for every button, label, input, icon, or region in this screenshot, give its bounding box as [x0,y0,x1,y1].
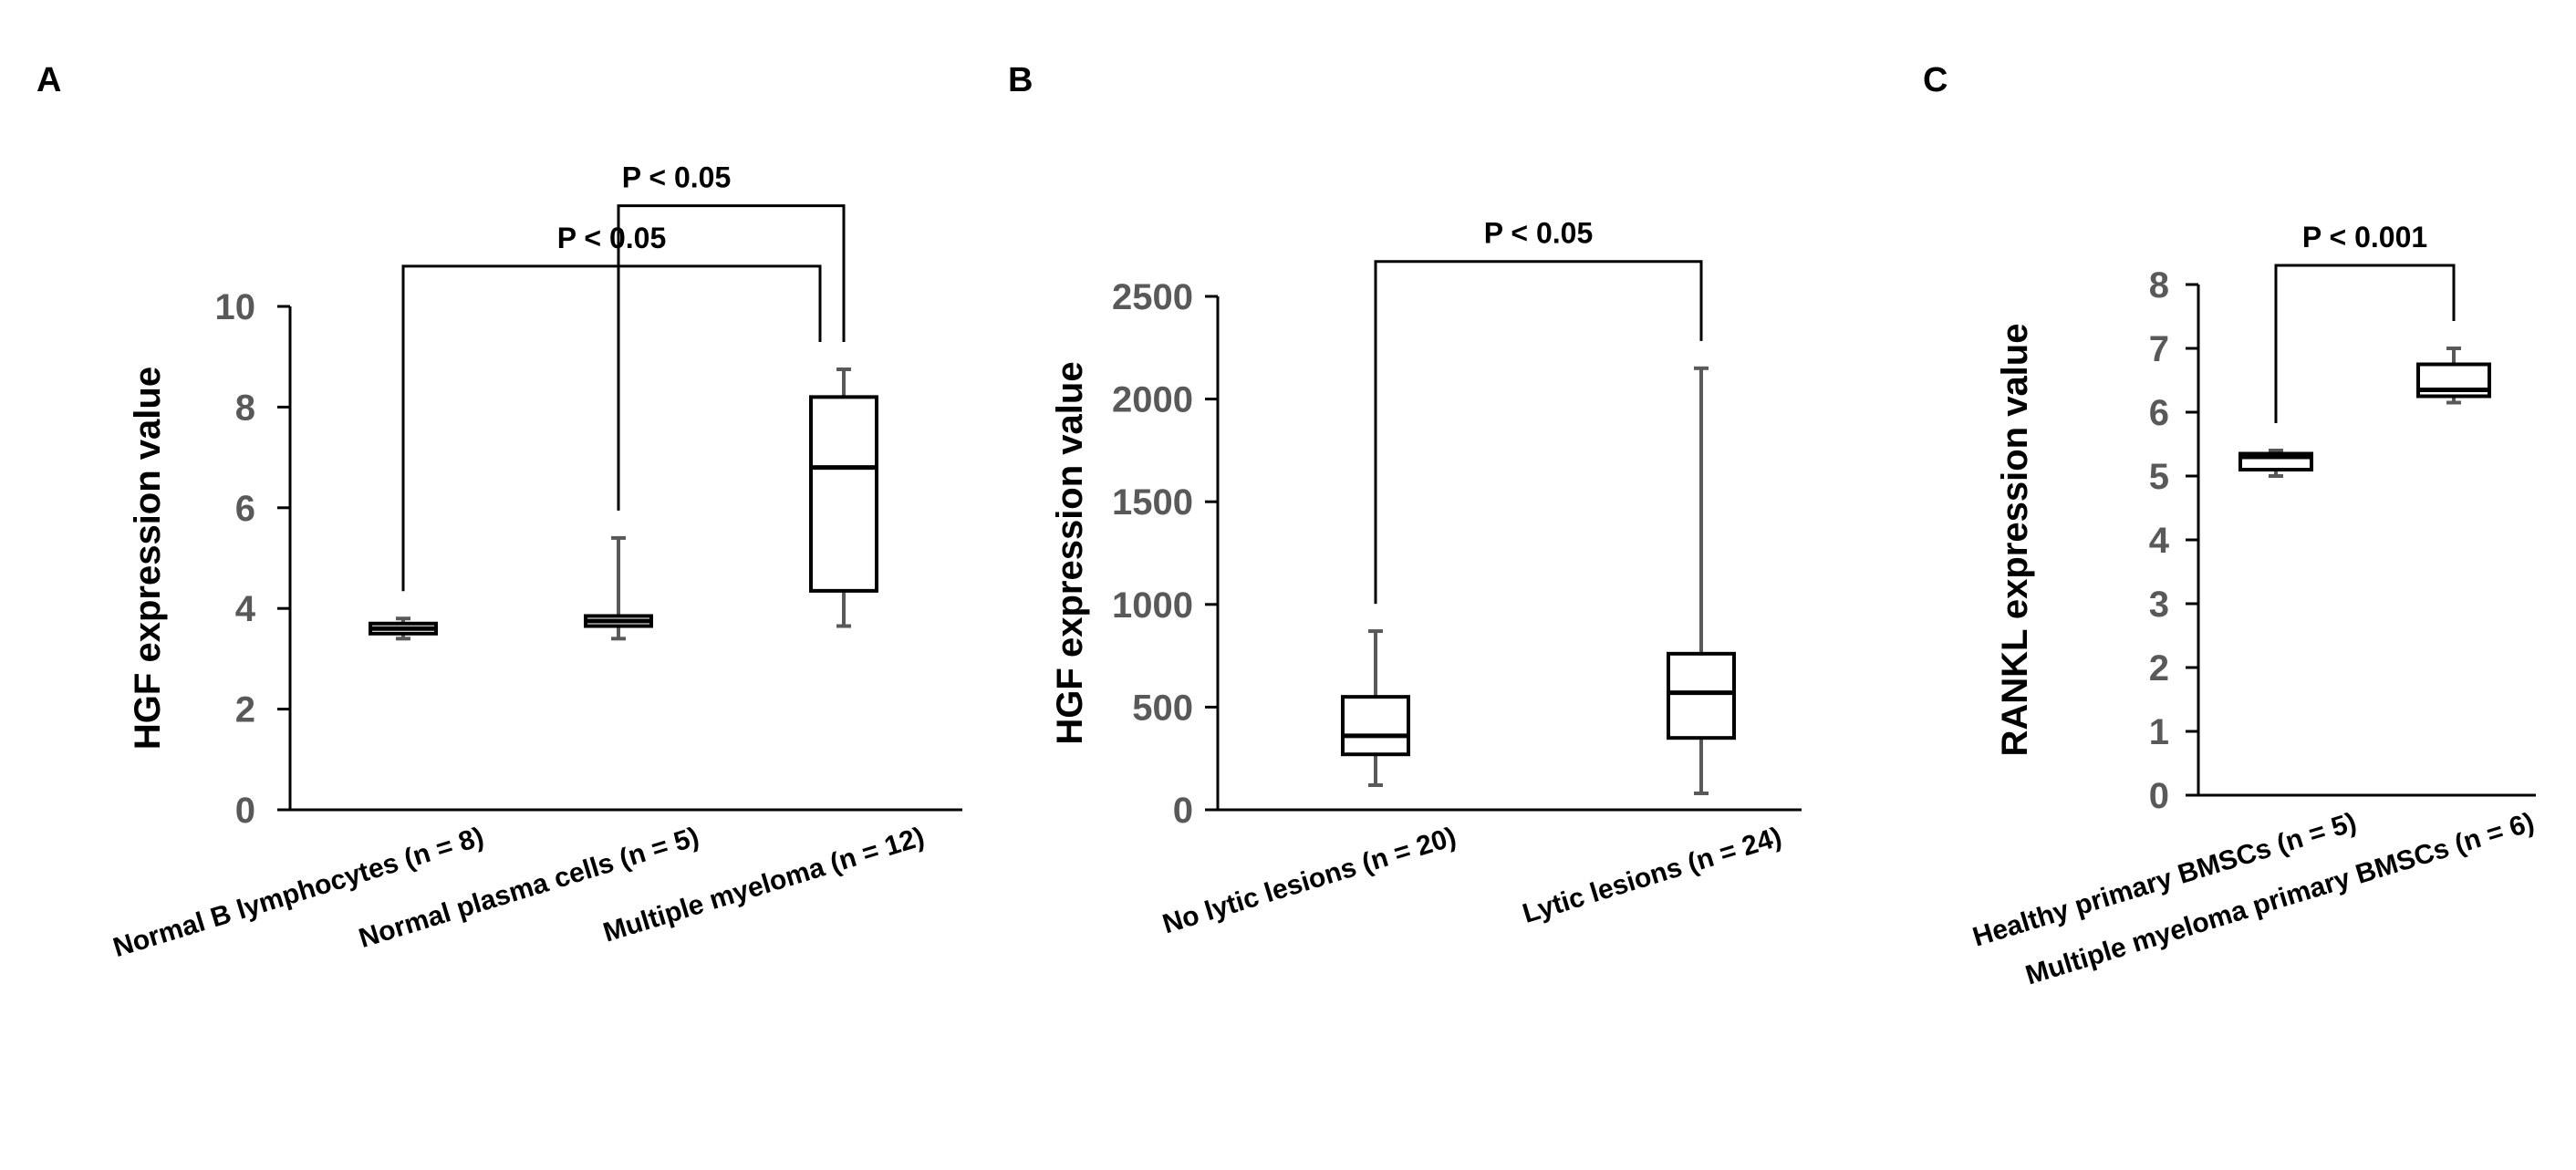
y-tick-label: 0 [1173,791,1193,831]
y-tick-label: 2500 [1112,277,1193,317]
box-iqr [1667,651,1736,740]
y-tick-label: 1000 [1112,585,1193,626]
y-tick-label: 1 [2149,712,2169,752]
panel-letter: B [1008,61,1033,99]
y-tick-label: 6 [2149,393,2169,433]
box-iqr [809,395,878,593]
y-tick-label: 5 [2149,457,2169,497]
panel-letter: A [36,61,61,99]
y-tick-label: 0 [235,791,255,831]
y-axis-label: HGF expression value [128,367,168,750]
category-label: Lytic lesions (n = 24) [1519,822,1785,929]
y-tick-label: 2 [235,690,255,730]
y-tick-label: 0 [2149,776,2169,816]
box-iqr [1341,695,1410,757]
significance-bracket [1374,260,1703,605]
y-axis-label: RANKL expression value [1995,324,2035,757]
p-value-label: P < 0.05 [557,222,667,254]
y-tick-label: 6 [235,489,255,529]
chart-panel-a: A 0 2 4 6 8 10 HGF expression value Normal B lym… [36,61,962,963]
y-tick-label: 3 [2149,585,2169,625]
y-tick-label: 8 [2149,265,2169,305]
y-tick-label: 1500 [1112,482,1193,523]
significance-bracket [617,204,846,511]
significance-bracket [2274,264,2456,423]
panel-letter: C [1923,61,1948,99]
y-tick-label: 10 [215,287,256,327]
category-label: Normal B lymphocytes (n = 8) [109,822,487,963]
y-tick-label: 500 [1132,688,1193,728]
y-tick-label: 7 [2149,329,2169,369]
y-axis-label: HGF expression value [1050,361,1090,744]
category-label: No lytic lesions (n = 20) [1159,822,1459,939]
p-value-label: P < 0.05 [1484,217,1594,250]
y-tick-label: 4 [235,589,256,629]
significance-bracket [401,264,822,592]
y-tick-label: 2 [2149,648,2169,689]
p-value-label: P < 0.05 [622,161,732,194]
chart-panel-b: B 0 500 1000 1500 2000 2500 HGF expression valu… [1008,61,1802,939]
p-value-label: P < 0.001 [2302,221,2427,254]
y-tick-label: 4 [2149,521,2170,561]
y-tick-label: 8 [235,388,255,428]
y-tick-label: 2000 [1112,380,1193,420]
